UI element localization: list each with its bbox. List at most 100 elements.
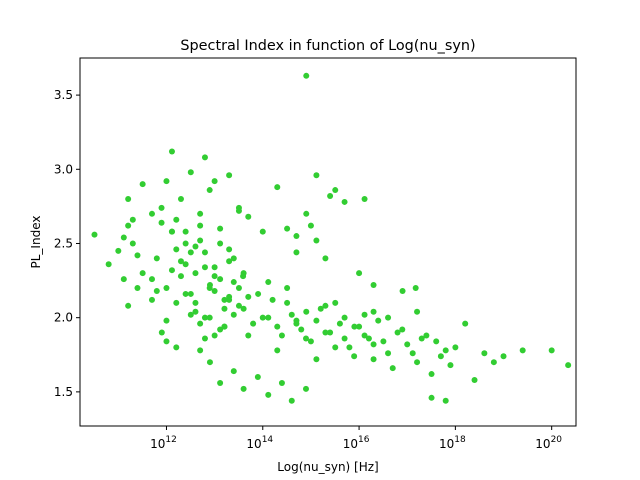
scatter-point [153, 255, 160, 262]
scatter-point [274, 184, 281, 191]
scatter-point [302, 385, 309, 392]
scatter-point [245, 332, 252, 339]
scatter-point [361, 195, 368, 202]
scatter-point [414, 308, 421, 315]
scatter-point [361, 311, 368, 318]
scatter-point [269, 296, 276, 303]
scatter-point [226, 258, 233, 265]
scatter-point [442, 347, 449, 354]
scatter-point [217, 276, 224, 283]
scatter-point [201, 335, 208, 342]
scatter-point [226, 172, 233, 179]
y-tick-label: 2.5 [54, 236, 73, 250]
scatter-point [105, 261, 112, 268]
scatter-point [139, 181, 146, 188]
scatter-point [361, 332, 368, 339]
scatter-point [201, 154, 208, 161]
scatter-point [341, 314, 348, 321]
scatter-point [125, 195, 132, 202]
scatter-point [230, 368, 237, 375]
scatter-point [197, 210, 204, 217]
scatter-point [462, 320, 469, 327]
scatter-point [226, 246, 233, 253]
scatter-point [187, 169, 194, 176]
scatter-point [187, 249, 194, 256]
scatter-point [139, 270, 146, 277]
scatter-point [217, 240, 224, 247]
scatter-point [230, 255, 237, 262]
scatter-point [173, 344, 180, 351]
scatter-point [197, 320, 204, 327]
scatter-point [370, 356, 377, 363]
scatter-point [332, 299, 339, 306]
scatter-point [385, 314, 392, 321]
scatter-point [303, 210, 310, 217]
scatter-point [187, 290, 194, 297]
scatter-point [148, 296, 155, 303]
scatter-point [125, 302, 132, 309]
scatter-point [153, 287, 160, 294]
scatter-point [274, 323, 281, 330]
scatter-point [274, 347, 281, 354]
scatter-point [322, 302, 329, 309]
scatter-point [265, 314, 272, 321]
scatter-point [265, 279, 272, 286]
scatter-point [293, 233, 300, 240]
scatter-point [91, 231, 98, 238]
scatter-point [565, 362, 572, 369]
scatter-point [284, 285, 291, 291]
scatter-point [265, 391, 272, 398]
scatter-point [254, 374, 261, 381]
scatter-point [201, 249, 208, 256]
scatter-point [375, 317, 382, 324]
scatter-point [187, 311, 194, 318]
scatter-point [217, 326, 224, 333]
plot-points [91, 72, 572, 404]
scatter-point [313, 317, 320, 324]
scatter-point [399, 326, 406, 333]
scatter-point [120, 276, 127, 283]
scatter-point [351, 353, 358, 360]
scatter-point [380, 338, 387, 345]
scatter-point [322, 329, 329, 336]
scatter-point [356, 323, 363, 330]
scatter-point [327, 329, 334, 336]
y-axis-ticks: 1.5 2.0 2.5 3.0 3.5 [54, 88, 80, 399]
scatter-point [303, 72, 310, 79]
scatter-point [409, 350, 416, 357]
scatter-point [158, 219, 165, 226]
scatter-point [211, 178, 218, 185]
y-tick-label: 2.0 [54, 311, 73, 325]
scatter-point [197, 237, 204, 244]
scatter-point [481, 350, 488, 357]
scatter-point [356, 270, 363, 277]
scatter-point [351, 323, 358, 330]
scatter-point [245, 213, 252, 220]
scatter-point [240, 305, 247, 312]
y-axis-label: PL_Index [29, 216, 43, 269]
scatter-point [230, 311, 237, 318]
scatter-point [182, 240, 189, 247]
scatter-point [211, 273, 218, 280]
scatter-point [235, 204, 242, 211]
scatter-point [317, 305, 324, 312]
scatter-point [307, 222, 314, 229]
scatter-point [278, 332, 285, 339]
scatter-point [442, 397, 449, 404]
scatter-point [206, 359, 213, 366]
scatter-point [211, 264, 218, 271]
scatter-point [134, 252, 141, 259]
scatter-point [346, 344, 353, 351]
scatter-point [293, 320, 300, 327]
scatter-point [327, 193, 334, 199]
scatter-point [125, 222, 132, 229]
scatter-point [173, 216, 180, 223]
scatter-point [259, 228, 266, 235]
scatter-point [336, 320, 343, 327]
scatter-point [158, 204, 165, 211]
scatter-point [211, 332, 218, 339]
y-tick-label: 1.5 [54, 385, 73, 399]
scatter-point [148, 276, 155, 283]
scatter-point [404, 341, 411, 348]
